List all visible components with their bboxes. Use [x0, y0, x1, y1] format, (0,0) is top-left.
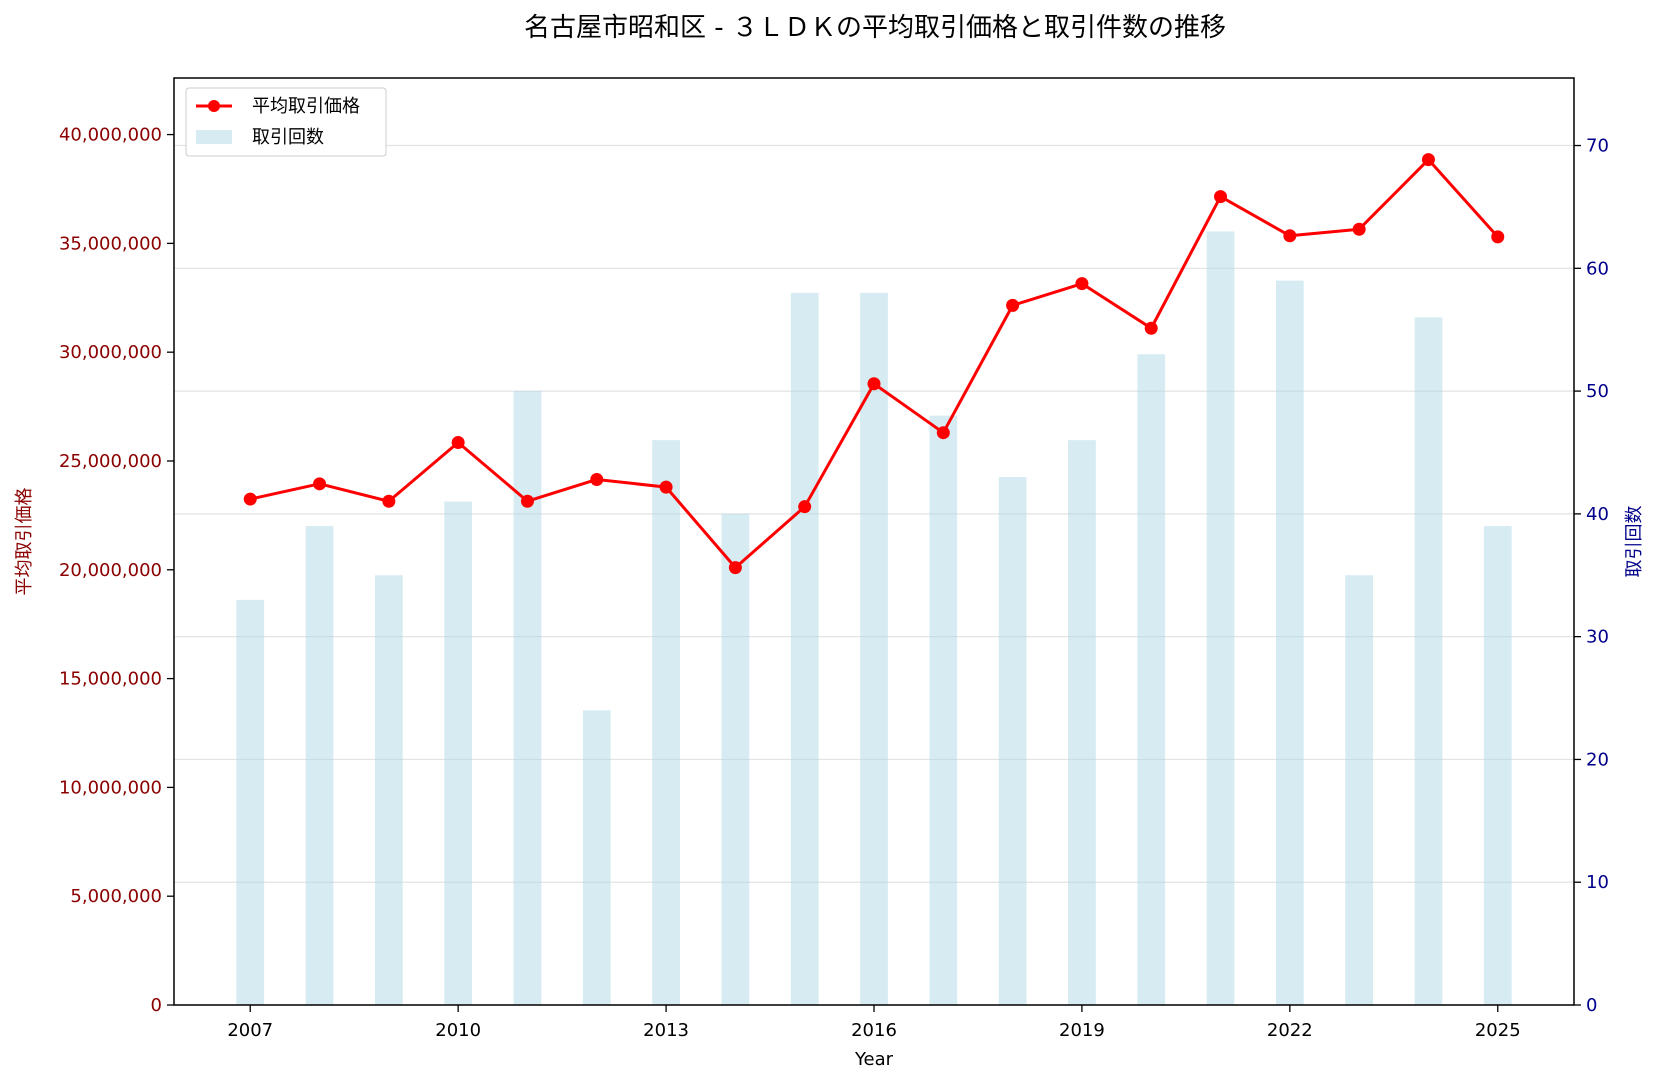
x-tick-label-1: 2010: [435, 1020, 481, 1041]
price-point-2014: [728, 561, 742, 575]
legend-box: [185, 87, 387, 157]
left-tick-label-8: 40,000,000: [59, 125, 162, 146]
legend-label-bar: 取引回数: [252, 127, 324, 148]
bar-2010: [444, 501, 473, 1005]
bar-2022: [1275, 280, 1304, 1005]
price-point-2024: [1421, 153, 1435, 167]
right-axis-ticks: 0 10 20 30 40 50 60 70: [1574, 136, 1609, 1016]
x-tick-label-2: 2013: [643, 1020, 689, 1041]
price-point-2022: [1283, 229, 1297, 243]
bar-2008: [305, 526, 334, 1005]
chart-title: 名古屋市昭和区 - ３ＬＤＫの平均取引価格と取引件数の推移: [524, 13, 1226, 43]
right-tick-label-1: 10: [1586, 872, 1609, 893]
price-point-2023: [1352, 222, 1366, 236]
bar-2014: [721, 513, 750, 1005]
price-point-2013: [659, 480, 673, 494]
bar-2015: [790, 292, 819, 1005]
legend-bar-swatch: [196, 130, 232, 144]
price-point-2015: [798, 500, 812, 514]
bar-2021: [1206, 231, 1235, 1006]
y-axis-label-left: 平均取引価格: [14, 488, 35, 596]
right-tick-label-2: 20: [1586, 749, 1609, 770]
price-point-2019: [1075, 277, 1089, 291]
bar-2016: [860, 292, 888, 1005]
x-tick-label-0: 2007: [227, 1020, 273, 1041]
x-tick-label-4: 2019: [1059, 1020, 1105, 1041]
price-point-2009: [382, 494, 396, 508]
price-point-2017: [936, 426, 950, 440]
x-tick-label-6: 2025: [1475, 1020, 1521, 1041]
right-tick-label-6: 60: [1586, 258, 1609, 279]
bar-2011: [513, 391, 542, 1005]
x-axis-label: Year: [854, 1049, 894, 1070]
right-tick-label-0: 0: [1586, 995, 1597, 1016]
bar-series: [236, 231, 1512, 1006]
price-point-2011: [520, 494, 534, 508]
left-tick-label-3: 15,000,000: [59, 669, 162, 690]
left-tick-label-0: 0: [151, 995, 162, 1016]
bar-2009: [374, 575, 403, 1005]
price-point-2010: [451, 435, 465, 449]
bar-2019: [1068, 440, 1096, 1005]
price-point-2020: [1144, 321, 1158, 335]
bar-2018: [998, 477, 1027, 1005]
left-tick-label-6: 30,000,000: [59, 342, 162, 363]
price-point-2016: [867, 377, 881, 391]
line-series: [243, 153, 1505, 575]
right-tick-label-4: 40: [1586, 504, 1609, 525]
bar-2023: [1345, 575, 1374, 1005]
legend-label-line: 平均取引価格: [252, 96, 360, 117]
right-tick-label-5: 50: [1586, 381, 1609, 402]
price-point-2025: [1491, 230, 1505, 244]
price-point-2018: [1006, 298, 1020, 312]
right-tick-label-3: 30: [1586, 627, 1609, 648]
left-tick-label-4: 20,000,000: [59, 560, 162, 581]
bar-2024: [1414, 317, 1443, 1005]
x-tick-label-5: 2022: [1267, 1020, 1313, 1041]
price-point-2012: [590, 472, 604, 486]
left-tick-label-7: 35,000,000: [59, 233, 162, 254]
right-tick-label-7: 70: [1586, 136, 1609, 157]
bar-2007: [236, 599, 265, 1005]
bar-2020: [1137, 354, 1166, 1005]
left-tick-label-5: 25,000,000: [59, 451, 162, 472]
legend: 平均取引価格 取引回数: [185, 87, 387, 157]
left-tick-label-2: 10,000,000: [59, 777, 162, 798]
bar-2025: [1483, 526, 1512, 1005]
x-axis-ticks: 2007 2010 2013 2016 2019 2022 2025: [227, 1005, 1521, 1041]
y-axis-label-right: 取引回数: [1624, 506, 1645, 578]
bar-2012: [582, 710, 611, 1005]
price-point-2008: [313, 477, 327, 491]
x-tick-label-3: 2016: [851, 1020, 897, 1041]
price-point-2007: [243, 492, 257, 506]
left-tick-label-1: 5,000,000: [70, 886, 162, 907]
bar-2013: [652, 440, 680, 1005]
left-axis-ticks: 0 5,000,000 10,000,000 15,000,000 20,000,000…: [59, 125, 174, 1016]
price-point-2021: [1214, 190, 1228, 204]
bar-2017: [929, 415, 958, 1005]
legend-line-marker: [208, 100, 220, 112]
